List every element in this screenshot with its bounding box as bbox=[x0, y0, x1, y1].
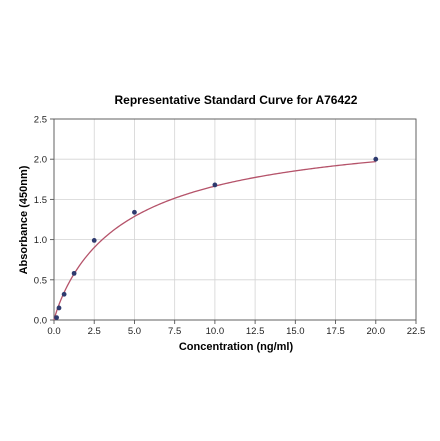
x-tick-label: 2.5 bbox=[88, 326, 101, 337]
y-tick-label: 1.5 bbox=[34, 195, 47, 206]
x-tick-label: 10.0 bbox=[206, 326, 225, 337]
data-point bbox=[56, 305, 62, 311]
grid-lines bbox=[53, 118, 417, 321]
x-tick-label: 0.0 bbox=[47, 326, 60, 337]
x-axis-label: Concentration (ng/ml) bbox=[179, 341, 294, 353]
x-tick-label: 17.5 bbox=[326, 326, 345, 337]
data-point bbox=[54, 315, 59, 320]
y-tick-label: 2.5 bbox=[34, 115, 47, 126]
data-point bbox=[91, 238, 97, 243]
x-tick-label: 7.5 bbox=[168, 326, 181, 337]
data-points bbox=[54, 156, 379, 320]
data-point bbox=[132, 209, 137, 215]
y-axis: 0.0 0.5 1.0 1.5 2.0 2.5 bbox=[34, 115, 54, 327]
data-point bbox=[212, 182, 218, 188]
y-tick-label: 0.5 bbox=[34, 275, 47, 286]
x-tick-label: 5.0 bbox=[128, 326, 141, 337]
data-point bbox=[373, 156, 379, 162]
chart-title: Representative Standard Curve for A76422 bbox=[115, 93, 358, 107]
y-tick-label: 2.0 bbox=[34, 155, 47, 166]
x-tick-label: 12.5 bbox=[246, 326, 265, 337]
data-point bbox=[61, 291, 67, 297]
x-tick-label: 22.5 bbox=[407, 326, 426, 337]
x-tick-label: 15.0 bbox=[286, 326, 305, 337]
plot-frame bbox=[53, 118, 417, 321]
x-axis: 0.0 2.5 5.0 7.5 10.0 12.5 15.0 17.5 20.0 22.5 bbox=[47, 320, 425, 337]
data-point bbox=[71, 270, 77, 276]
y-axis-label: Absorbance (450nm) bbox=[18, 165, 30, 274]
x-tick-label: 20.0 bbox=[367, 326, 386, 337]
y-tick-label: 0.0 bbox=[34, 316, 47, 327]
y-tick-label: 1.0 bbox=[34, 235, 47, 246]
